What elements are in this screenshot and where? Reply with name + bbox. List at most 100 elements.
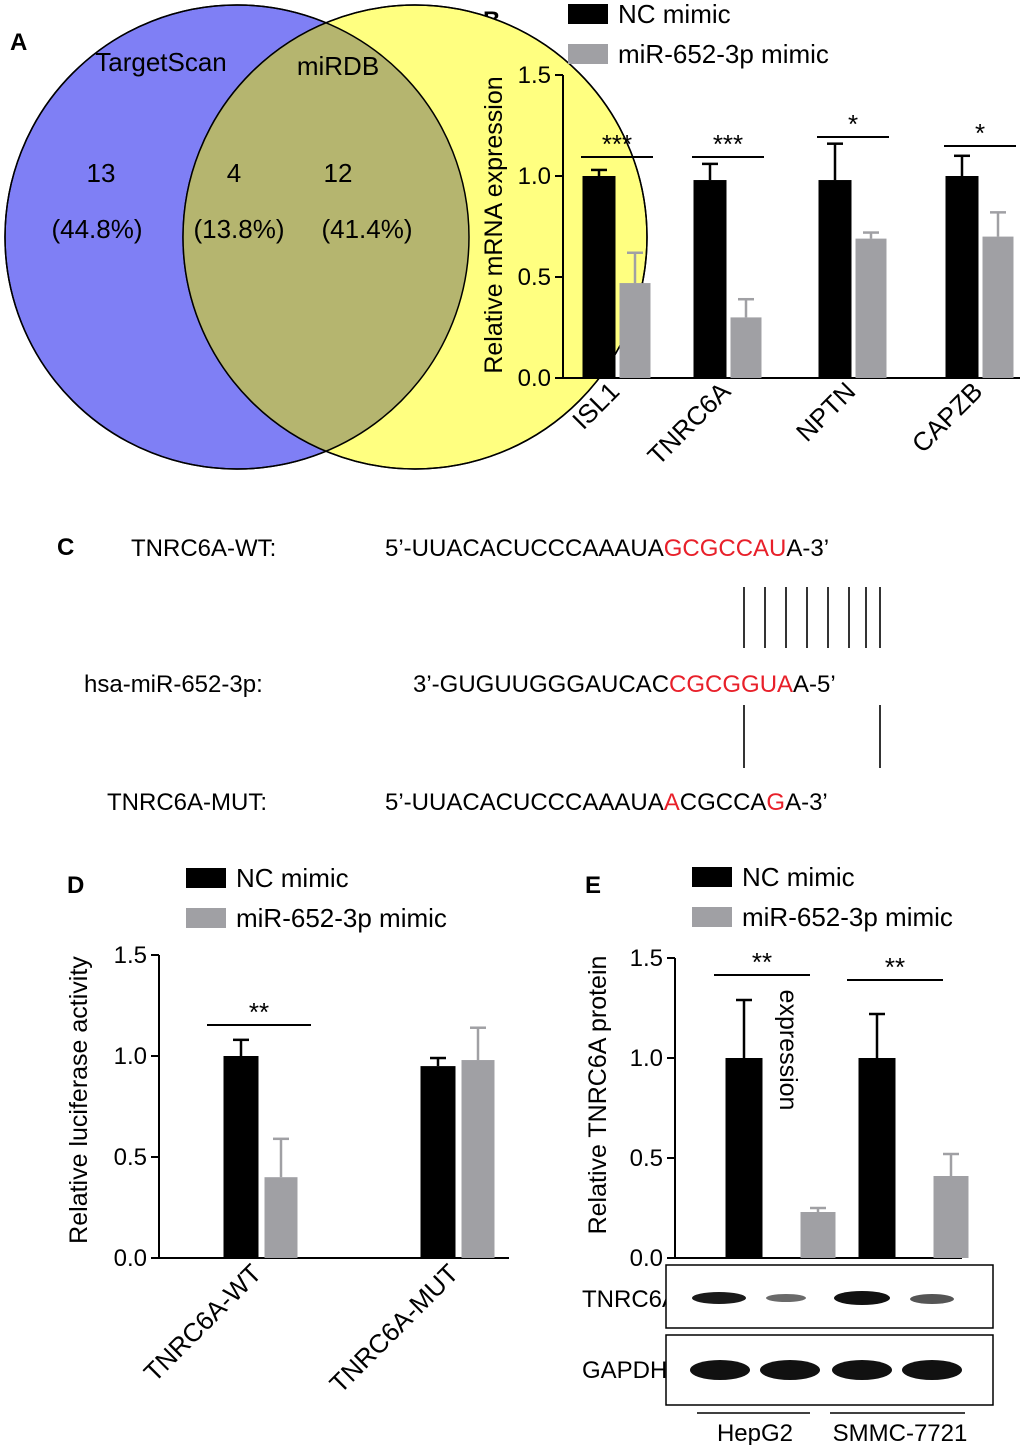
bar: [982, 236, 1014, 378]
y-tick-label: 1.5: [114, 942, 147, 969]
bar: [800, 1212, 836, 1258]
legend-swatch: [568, 44, 608, 64]
y-tick-label: 0.5: [518, 264, 551, 291]
y-tick-label: 1.5: [630, 945, 663, 972]
y-axis-label: Relative luciferase activity: [65, 956, 93, 1244]
y-tick-label: 1.0: [518, 163, 551, 190]
panel-label-a: A: [10, 29, 27, 56]
venn-count-right: 12: [324, 158, 353, 188]
sequence-alignment: TNRC6A-WT: 5’-UUACACUCCCAAAUAGCGCCAUA-3’…: [84, 535, 881, 816]
y-tick-label: 1.0: [114, 1043, 147, 1070]
seq-mut-p1: 5’-UUACACUCCCAAAUA: [385, 789, 664, 816]
venn-count-overlap: 4: [227, 158, 241, 188]
blot-band: [902, 1360, 962, 1380]
venn-diagram: TargetScan miRDB 13 (44.8%) 4 (13.8%) 12…: [4, 4, 648, 470]
legend-label: NC mimic: [236, 863, 349, 893]
significance-stars: **: [885, 952, 905, 982]
bar: [858, 1058, 896, 1258]
group-label-smmc: SMMC-7721: [833, 1420, 968, 1445]
legend-label: miR-652-3p mimic: [742, 902, 953, 932]
panel-label-c: C: [57, 534, 74, 561]
legend-label: miR-652-3p mimic: [618, 39, 829, 69]
y-tick-label: 1.5: [518, 62, 551, 89]
significance-stars: *: [975, 118, 985, 148]
venn-pct-overlap: (13.8%): [193, 214, 284, 244]
bar: [461, 1060, 495, 1258]
panel-label-e: E: [585, 872, 601, 899]
bar: [420, 1066, 456, 1258]
legend-swatch: [186, 908, 226, 928]
seq-mirna-prefix: 3’-GUGUUGGGAUCAC: [413, 671, 669, 698]
y-axis-label-continued: expression: [774, 990, 802, 1111]
x-tick-label: NPTN: [790, 376, 861, 447]
bar: [855, 238, 887, 378]
seq-label-mut: TNRC6A-MUT:: [107, 789, 267, 816]
y-tick-label: 0.0: [630, 1245, 663, 1272]
y-axis-label: Relative TNRC6A protein: [584, 956, 612, 1235]
seq-wt-suffix: A-3’: [786, 535, 829, 562]
venn-pct-left: (44.8%): [51, 214, 142, 244]
blot-band: [832, 1360, 892, 1380]
seq-wt: 5’-UUACACUCCCAAAUAGCGCCAUA-3’: [385, 535, 829, 562]
significance-stars: ***: [713, 129, 743, 159]
seq-wt-seed: GCGCCAU: [664, 535, 787, 562]
bar: [264, 1177, 298, 1258]
bar: [582, 176, 616, 378]
legend-label: NC mimic: [618, 0, 731, 29]
legend-label: NC mimic: [742, 862, 855, 892]
venn-count-left: 13: [87, 158, 116, 188]
y-tick-label: 0.5: [630, 1145, 663, 1172]
legend-swatch: [692, 867, 732, 887]
seq-wt-prefix: 5’-UUACACUCCCAAAUA: [385, 535, 664, 562]
bar: [223, 1056, 259, 1258]
x-tick-label: CAPZB: [906, 376, 989, 459]
bar: [725, 1058, 763, 1258]
seq-mirna-seed: CGCGGUA: [669, 671, 793, 698]
y-tick-label: 1.0: [630, 1045, 663, 1072]
legend-swatch: [186, 868, 226, 888]
blot-band: [692, 1292, 746, 1304]
blot-band: [690, 1360, 750, 1380]
blot-band: [766, 1294, 806, 1302]
legend-label: miR-652-3p mimic: [236, 903, 447, 933]
x-tick-label: TNRC6A-MUT: [324, 1258, 465, 1399]
bar: [933, 1176, 969, 1258]
blot-label-tnrc6a: TNRC6A: [582, 1286, 678, 1313]
blot-band: [910, 1294, 954, 1304]
y-tick-label: 0.5: [114, 1144, 147, 1171]
x-tick-label: TNRC6A: [641, 376, 736, 471]
pairing-lines: [743, 587, 881, 768]
bar: [619, 283, 651, 378]
bar: [818, 180, 852, 378]
y-tick-label: 0.0: [518, 365, 551, 392]
venn-pct-right: (41.4%): [321, 214, 412, 244]
y-tick-label: 0.0: [114, 1245, 147, 1272]
bar: [693, 180, 727, 378]
legend-swatch: [568, 4, 608, 24]
blot-band: [760, 1360, 820, 1380]
group-label-hepg2: HepG2: [717, 1420, 793, 1445]
seq-mirna: 3’-GUGUUGGGAUCACCGCGGUAA-5’: [413, 671, 836, 698]
x-tick-label: TNRC6A-WT: [138, 1258, 268, 1388]
seq-mirna-suffix: A-5’: [793, 671, 836, 698]
chart-d-luciferase: 0.0 0.5 1.0 1.5 Relative luciferase activity…: [65, 863, 509, 1399]
venn-label-mirdb: miRDB: [297, 51, 379, 81]
seq-label-mirna: hsa-miR-652-3p:: [84, 671, 263, 698]
seq-mut: 5’-UUACACUCCCAAAUAACGCCAGA-3’: [385, 789, 828, 816]
chart-e-protein: 0.0 0.5 1.0 1.5 Relative TNRC6A protein expre…: [584, 862, 969, 1272]
venn-label-targetscan: TargetScan: [95, 47, 227, 77]
panel-label-d: D: [67, 872, 84, 899]
significance-stars: **: [752, 947, 772, 977]
venn-overlap: [183, 5, 469, 469]
seq-mut-p2: CGCCA: [680, 789, 767, 816]
seq-mut-m2: G: [766, 789, 785, 816]
seq-mut-p3: A-3’: [785, 789, 828, 816]
legend-swatch: [692, 907, 732, 927]
significance-stars: *: [848, 109, 858, 139]
seq-label-wt: TNRC6A-WT:: [131, 535, 276, 562]
bar: [730, 317, 762, 378]
significance-stars: **: [249, 997, 269, 1027]
bar: [945, 176, 979, 378]
significance-stars: ***: [602, 129, 632, 159]
